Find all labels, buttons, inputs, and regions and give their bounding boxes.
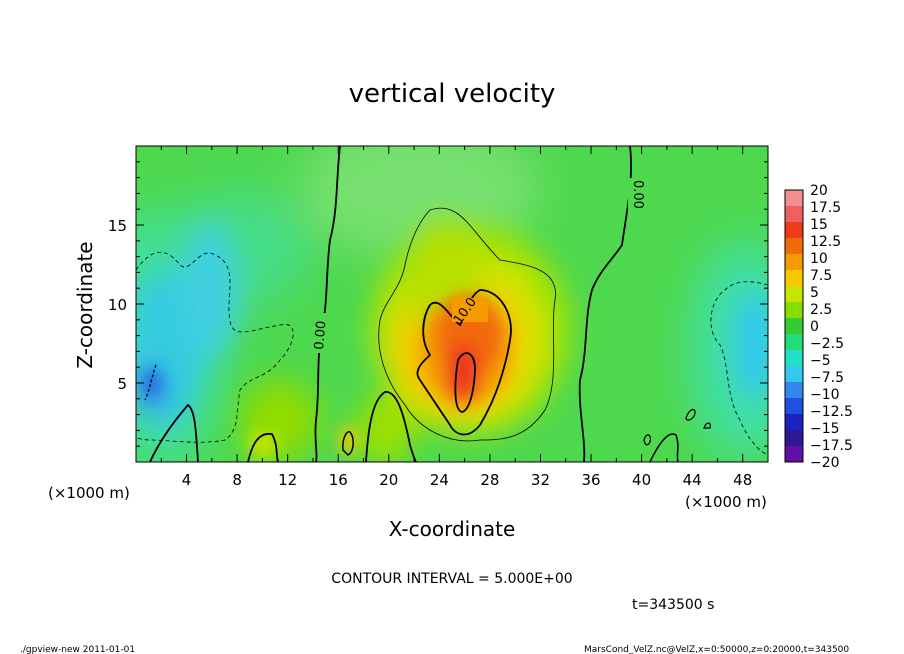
- contour-zero-bottom-a: [149, 403, 199, 462]
- colorbar-label: 2.5: [810, 302, 832, 318]
- y-axis-title: Z-coordinate: [73, 241, 97, 368]
- contour-zero-right: [578, 146, 632, 462]
- colorbar-swatch: [785, 366, 803, 383]
- y-tick-label: 15: [108, 217, 127, 235]
- colorbar-label: −17.5: [810, 438, 853, 454]
- colorbar-swatch: [785, 254, 803, 271]
- contour-interval: CONTOUR INTERVAL = 5.000E+00: [331, 571, 572, 587]
- contour-zero-bottom-g: [703, 422, 711, 429]
- colorbar-label: −12.5: [810, 404, 853, 420]
- contour-negative-inner: [144, 364, 157, 401]
- colorbar-swatch: [785, 398, 803, 415]
- footer-left: ./gpview-new 2011-01-01: [20, 645, 135, 654]
- colorbar-label: −10: [810, 387, 840, 403]
- colorbar-swatch: [785, 382, 803, 399]
- x-tick-label: 32: [531, 471, 550, 489]
- y-tick-label: 10: [108, 296, 127, 314]
- colorbar-swatch: [785, 270, 803, 287]
- colorbar-label: −7.5: [810, 370, 844, 386]
- colorbar-label: 10: [810, 251, 828, 267]
- y-axis: 5 10 15: [108, 161, 768, 447]
- contour-zero-bottom-b: [247, 433, 279, 462]
- colorbar-label: −20: [810, 455, 840, 471]
- contour-zero-bottom-d: [342, 431, 354, 456]
- colorbar-label: −5: [810, 353, 831, 369]
- contour-zero-bottom-c: [365, 391, 417, 462]
- x-tick-label: 44: [683, 471, 702, 489]
- colorbar-label: 15: [810, 217, 828, 233]
- colorbar-label: −2.5: [810, 336, 844, 352]
- colorbar-swatch: [785, 238, 803, 255]
- colorbar-swatch: [785, 414, 803, 431]
- contour-fifteen: [454, 352, 476, 413]
- colorbar-swatch: [785, 206, 803, 223]
- contour-label-bg-1: [452, 298, 488, 322]
- contour-negative-right: [710, 281, 768, 456]
- colorbar-swatch: [785, 302, 803, 319]
- x-tick-label: 36: [581, 471, 600, 489]
- colorbar-swatch: [785, 190, 803, 207]
- colorbar-label: −15: [810, 421, 840, 437]
- colorbar: 2017.51512.5107.552.50−2.5−5−7.5−10−12.5…: [784, 183, 853, 471]
- colorbar-frame: [784, 189, 804, 463]
- contour-negative-left: [136, 251, 294, 443]
- x-tick-label: 12: [278, 471, 297, 489]
- colorbar-swatch: [785, 430, 803, 447]
- colorbar-label: 0: [810, 319, 819, 335]
- x-tick-label: 4: [182, 471, 192, 489]
- colorbar-label: 7.5: [810, 268, 832, 284]
- x-axis-title: X-coordinate: [389, 517, 516, 541]
- colorbar-swatch: [785, 446, 803, 463]
- x-unit-left: (×1000 m): [48, 484, 130, 502]
- contour-zero-bottom-h: [649, 433, 679, 462]
- contour-label-2: 0.00: [630, 180, 645, 209]
- colorbar-label: 20: [810, 183, 828, 199]
- contour-zero-bottom-f: [685, 408, 696, 421]
- x-axis: 4 8 12 16 20 24 28 32 36 40 44 48: [160, 146, 752, 489]
- colorbar-swatch: [785, 334, 803, 351]
- heatmap-field: [136, 146, 768, 462]
- contour-five: [378, 207, 556, 442]
- time-label: t=343500 s: [632, 597, 714, 613]
- contour-label-bg-0: [306, 313, 328, 353]
- x-tick-label: 20: [379, 471, 398, 489]
- colorbar-swatch: [785, 222, 803, 239]
- colorbar-swatch: [785, 318, 803, 335]
- colorbar-label: 12.5: [810, 234, 841, 250]
- contour-label-bg-2: [628, 178, 648, 218]
- x-tick-label: 24: [430, 471, 449, 489]
- x-tick-label: 28: [480, 471, 499, 489]
- x-tick-label: 40: [632, 471, 651, 489]
- colorbar-label: 17.5: [810, 200, 841, 216]
- x-tick-label: 48: [733, 471, 752, 489]
- contour-label-0: 0.00: [312, 320, 329, 350]
- colorbar-swatch: [785, 350, 803, 367]
- contour-zero-bottom-e: [643, 434, 651, 446]
- y-tick-label: 5: [117, 375, 127, 393]
- x-tick-label: 8: [232, 471, 242, 489]
- chart-title: vertical velocity: [349, 79, 556, 109]
- footer-right: MarsCond_VelZ.nc@VelZ,x=0:50000,z=0:2000…: [584, 645, 849, 654]
- x-unit-right: (×1000 m): [685, 493, 767, 511]
- colorbar-label: 5: [810, 285, 819, 301]
- x-tick-label: 16: [329, 471, 348, 489]
- colorbar-swatch: [785, 286, 803, 303]
